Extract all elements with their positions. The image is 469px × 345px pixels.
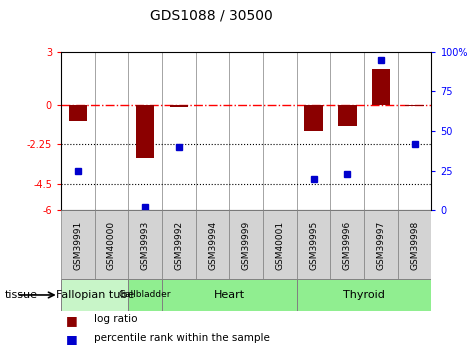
Text: tissue: tissue: [5, 290, 38, 300]
Text: Heart: Heart: [214, 290, 245, 300]
Text: ■: ■: [66, 314, 77, 327]
Text: Fallopian tube: Fallopian tube: [55, 290, 134, 300]
Text: GDS1088 / 30500: GDS1088 / 30500: [150, 8, 272, 22]
Text: Gallbladder: Gallbladder: [119, 290, 172, 299]
Text: GSM39999: GSM39999: [242, 220, 251, 269]
Bar: [297, 210, 331, 279]
Bar: [405, 105, 424, 106]
Text: log ratio: log ratio: [94, 314, 137, 324]
Bar: [263, 210, 297, 279]
Bar: [229, 210, 263, 279]
Text: GSM40000: GSM40000: [107, 220, 116, 269]
Bar: [129, 279, 162, 311]
Bar: [331, 210, 364, 279]
Text: GSM39995: GSM39995: [309, 220, 318, 269]
Text: GSM39994: GSM39994: [208, 220, 217, 269]
Text: GSM39998: GSM39998: [410, 220, 419, 269]
Bar: [364, 210, 398, 279]
Text: GSM39991: GSM39991: [73, 220, 83, 269]
Bar: [297, 279, 431, 311]
Bar: [162, 210, 196, 279]
Text: GSM40001: GSM40001: [275, 220, 284, 269]
Text: GSM39996: GSM39996: [343, 220, 352, 269]
Bar: [61, 210, 95, 279]
Bar: [372, 69, 390, 105]
Text: Thyroid: Thyroid: [343, 290, 385, 300]
Bar: [136, 105, 154, 158]
Bar: [304, 105, 323, 131]
Bar: [68, 105, 87, 120]
Bar: [61, 279, 129, 311]
Bar: [129, 210, 162, 279]
Bar: [196, 210, 229, 279]
Bar: [95, 210, 129, 279]
Bar: [338, 105, 356, 126]
Text: GSM39992: GSM39992: [174, 220, 183, 269]
Text: GSM39993: GSM39993: [141, 220, 150, 269]
Text: ■: ■: [66, 333, 77, 345]
Bar: [170, 105, 188, 107]
Bar: [398, 210, 431, 279]
Bar: [162, 279, 297, 311]
Text: GSM39997: GSM39997: [377, 220, 386, 269]
Text: percentile rank within the sample: percentile rank within the sample: [94, 333, 270, 343]
